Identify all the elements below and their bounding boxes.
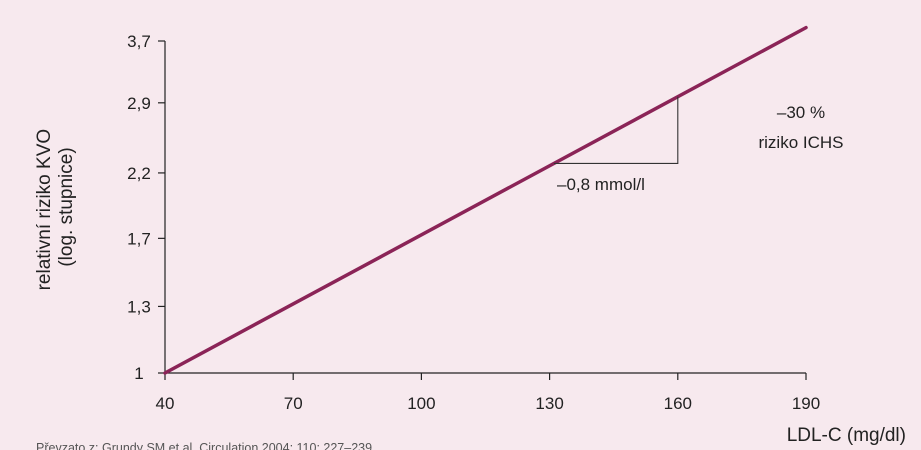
x-axis-title: LDL-C (mg/dl) — [787, 425, 906, 446]
y-tick-label: 1,3 — [127, 297, 151, 316]
plot-layer: 1 1,3 1,7 2,2 2,9 3,7 40 70 100 130 160 190 — [127, 25, 820, 413]
annotation-risk-label: riziko ICHS — [758, 133, 843, 152]
source-note: Převzato z: Grundy SM et al. Circulation… — [36, 441, 372, 450]
y-axis-title: relativní riziko KVO (log. stupnice) — [34, 124, 77, 291]
y-axis-title-line-2: (log. stupnice) — [56, 147, 77, 266]
x-tick-label: 100 — [407, 394, 435, 413]
series-line — [163, 25, 808, 375]
x-ticks: 40 70 100 130 160 190 — [156, 373, 820, 413]
step-marker — [553, 96, 679, 165]
y-tick-label: 3,7 — [127, 32, 151, 51]
x-tick-label: 70 — [284, 394, 303, 413]
y-axis-title-line-1: relativní riziko KVO — [34, 129, 55, 291]
y-tick-label: 1,7 — [127, 229, 151, 248]
x-tick-label: 190 — [792, 394, 820, 413]
annotation-risk-pct: –30 % — [777, 103, 825, 122]
y-tick-label: 1 — [134, 364, 143, 383]
y-ticks: 1 1,3 1,7 2,2 2,9 3,7 — [127, 32, 165, 383]
x-tick-label: 160 — [664, 394, 692, 413]
annotation-ldl-drop: –0,8 mmol/l — [557, 175, 645, 194]
y-tick-label: 2,2 — [127, 164, 151, 183]
y-tick-label: 2,9 — [127, 94, 151, 113]
x-tick-label: 130 — [535, 394, 563, 413]
x-tick-label: 40 — [156, 394, 175, 413]
